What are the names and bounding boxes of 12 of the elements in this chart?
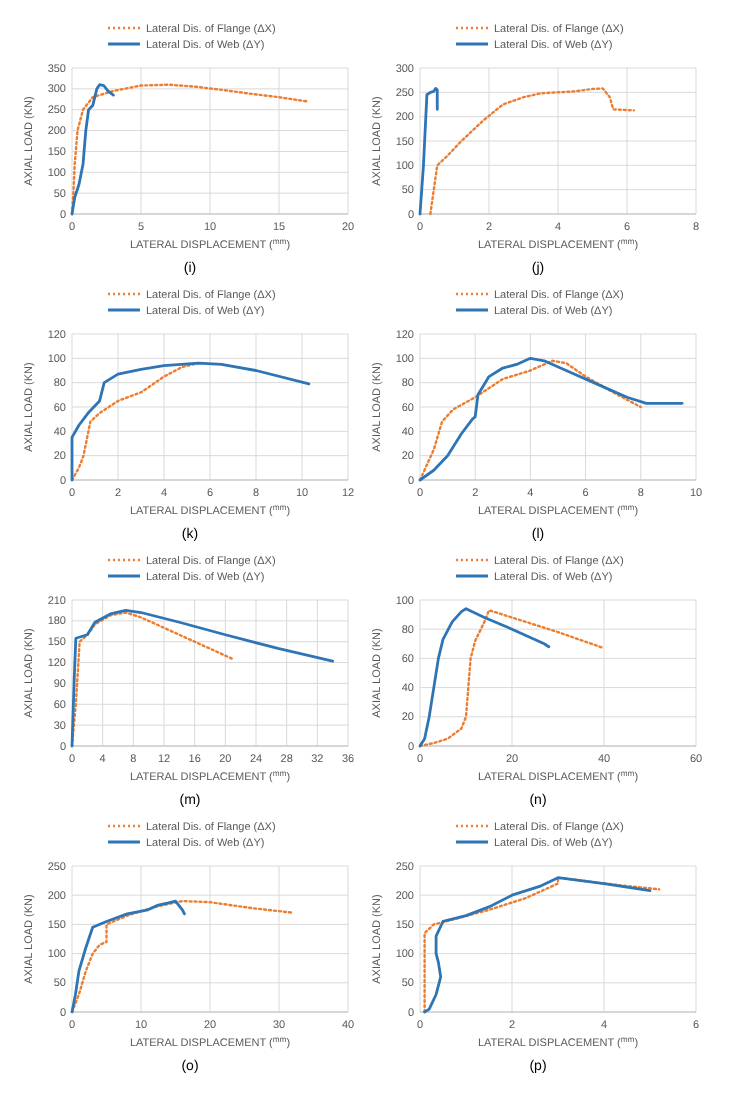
line-series: [70, 899, 294, 1014]
line-series: [70, 362, 200, 482]
line-series: [418, 359, 642, 482]
line-series: [70, 899, 186, 1014]
line-series: [418, 87, 439, 216]
line-series: [418, 607, 551, 748]
line-series: [429, 87, 636, 216]
line-series: [418, 356, 684, 482]
line-series: [418, 609, 606, 748]
line-series: [70, 361, 311, 482]
line-series: [70, 609, 335, 748]
line-series: [70, 83, 115, 216]
